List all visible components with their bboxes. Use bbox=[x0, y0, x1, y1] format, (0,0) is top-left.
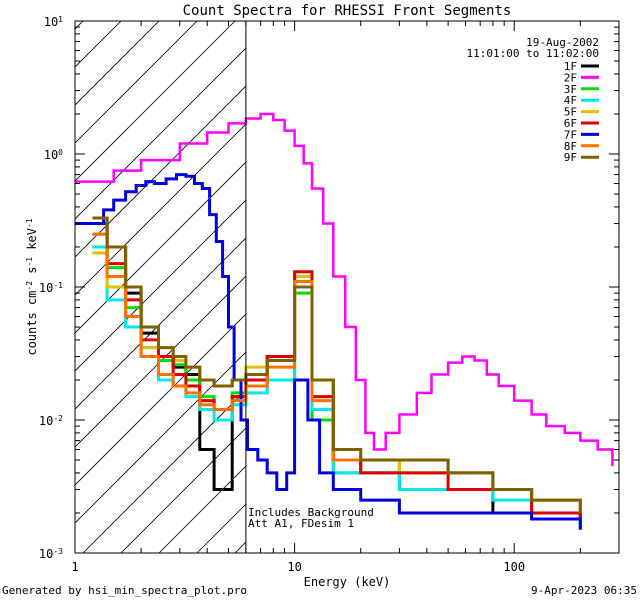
y-axis-label: counts cm-2 s-1 keV-1 bbox=[25, 218, 40, 355]
annotation-background: Includes Background bbox=[248, 506, 374, 519]
chart-title: Count Spectra for RHESSI Front Segments bbox=[183, 3, 512, 19]
series-line-7F bbox=[75, 173, 582, 530]
legend-label-1F: 1F bbox=[564, 60, 577, 73]
series-line-2F bbox=[75, 112, 614, 467]
hatch-line bbox=[75, 21, 198, 144]
y-label-sup-2: -1 bbox=[25, 257, 34, 267]
legend-label-9F: 9F bbox=[564, 151, 577, 164]
hatch-line bbox=[425, 0, 640, 553]
hatch-line bbox=[577, 0, 640, 553]
hatch-line bbox=[75, 351, 246, 524]
series-line-1F bbox=[92, 222, 582, 530]
hatch-line bbox=[75, 21, 84, 30]
hatch-line bbox=[82, 389, 246, 553]
hatch-line bbox=[273, 0, 640, 553]
hatch-line bbox=[463, 0, 640, 553]
legend-label-8F: 8F bbox=[564, 140, 577, 153]
date-label: 19-Aug-2002 bbox=[526, 36, 599, 49]
hatch-line bbox=[75, 47, 246, 220]
footer-generator: Generated by hsi_min_spectra_plot.pro bbox=[2, 584, 247, 597]
x-tick-label: 100 bbox=[503, 560, 525, 574]
annotation-attenuator: Att A1, FDesim 1 bbox=[248, 517, 354, 530]
series-line-4F bbox=[92, 245, 582, 530]
legend-label-4F: 4F bbox=[564, 94, 577, 107]
hatch-line bbox=[75, 199, 246, 372]
hatch-line bbox=[75, 275, 246, 448]
legend-label-3F: 3F bbox=[564, 83, 577, 96]
legend-label-5F: 5F bbox=[564, 106, 577, 119]
x-axis-label: Energy (keV) bbox=[304, 575, 391, 589]
y-label-part-1: counts cm bbox=[25, 291, 39, 356]
hatch-line bbox=[75, 161, 246, 334]
hatch-line bbox=[539, 0, 640, 553]
hatch-line bbox=[75, 123, 246, 296]
hatch-line bbox=[75, 21, 160, 106]
y-label-part-2: s bbox=[25, 267, 39, 281]
hatch-line bbox=[349, 0, 640, 553]
legend-label-7F: 7F bbox=[564, 128, 577, 141]
footer-timestamp: 9-Apr-2023 06:35 bbox=[531, 584, 637, 597]
y-tick-label: 10-2 bbox=[39, 414, 63, 429]
series-line-9F bbox=[92, 216, 582, 513]
hatch-line bbox=[75, 313, 246, 486]
y-tick-label: 100 bbox=[44, 148, 63, 163]
y-label-sup-1: -2 bbox=[25, 281, 34, 291]
time-range-label: 11:01:00 to 11:02:00 bbox=[467, 47, 599, 60]
y-label-part-3: keV bbox=[25, 228, 39, 257]
legend-label-2F: 2F bbox=[564, 71, 577, 84]
hatch-line bbox=[75, 237, 246, 410]
y-tick-label: 101 bbox=[44, 15, 63, 30]
series-line-6F bbox=[92, 222, 582, 519]
y-tick-label: 10-1 bbox=[39, 281, 63, 296]
legend-label-6F: 6F bbox=[564, 117, 577, 130]
x-tick-label: 10 bbox=[287, 560, 301, 574]
y-label-sup-3: -1 bbox=[25, 218, 34, 228]
hatch-line bbox=[75, 21, 236, 182]
hatch-line bbox=[120, 427, 246, 553]
hatch-line bbox=[387, 0, 640, 553]
x-tick-label: 1 bbox=[71, 560, 78, 574]
y-tick-label: 10-3 bbox=[39, 547, 63, 562]
